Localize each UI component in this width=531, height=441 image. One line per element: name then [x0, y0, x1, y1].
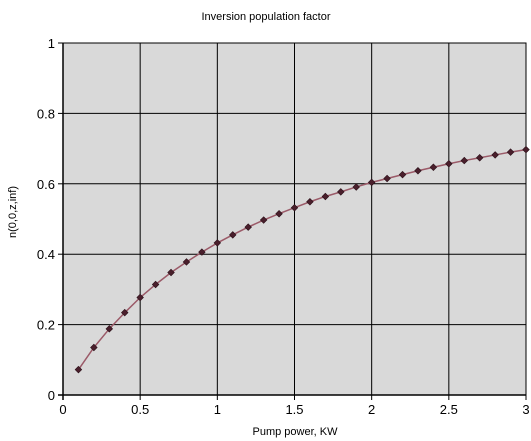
data-point	[414, 167, 422, 175]
x-tick-label: 2	[368, 402, 375, 417]
x-tick-label: 1.5	[285, 402, 303, 417]
data-point	[383, 174, 391, 183]
data-point	[90, 343, 98, 352]
y-tick-label: 1	[48, 36, 55, 51]
data-point	[229, 231, 237, 239]
data-point	[182, 258, 191, 266]
data-point	[105, 325, 114, 333]
data-point	[259, 216, 268, 224]
x-tick-label: 2.5	[440, 402, 458, 417]
data-point	[460, 156, 468, 165]
data-point	[398, 170, 407, 179]
y-tick-label: 0.6	[37, 177, 55, 192]
data-point	[491, 151, 499, 159]
data-point	[306, 198, 314, 206]
x-tick-label: 0	[59, 402, 66, 417]
x-tick-label: 0.5	[131, 402, 149, 417]
data-point	[522, 145, 530, 154]
y-tick-label: 0.2	[37, 318, 55, 333]
data-point	[321, 192, 330, 201]
data-point	[213, 239, 222, 247]
x-tick-label: 3	[522, 402, 529, 417]
data-point	[167, 268, 175, 277]
data-point	[151, 280, 160, 289]
data-point	[74, 365, 83, 374]
data-point	[429, 163, 438, 171]
data-point	[367, 178, 376, 187]
chart-title: Inversion population factor	[201, 11, 330, 23]
y-tick-label: 0.4	[37, 247, 55, 262]
y-tick-label: 0	[48, 388, 55, 403]
y-tick-label: 0.8	[37, 106, 55, 121]
tick-marks	[58, 42, 527, 400]
data-point	[275, 209, 283, 218]
data-point	[136, 293, 144, 302]
data-point	[198, 248, 206, 256]
data-point	[352, 183, 360, 191]
data-point	[445, 160, 453, 168]
data-point	[244, 223, 252, 231]
x-tick-label: 1	[214, 402, 221, 417]
data-point	[290, 204, 299, 212]
data-point	[337, 188, 345, 196]
data-point	[475, 154, 484, 162]
data-point	[121, 308, 129, 317]
y-axis-title: n(0,0,z,inf)	[7, 186, 19, 238]
x-axis-title: Pump power, KW	[253, 426, 339, 438]
data-point	[506, 148, 515, 156]
